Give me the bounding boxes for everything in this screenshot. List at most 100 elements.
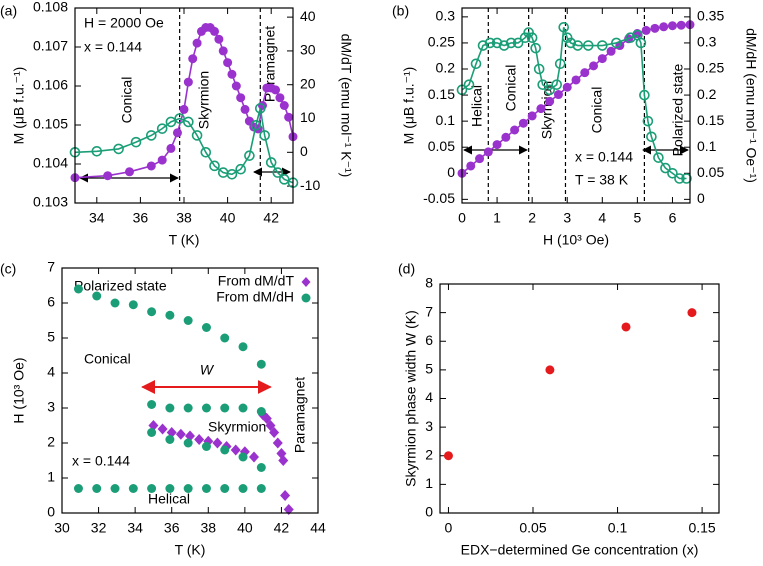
- y2-tick-label: 0.2: [697, 86, 717, 102]
- data-point: [226, 168, 238, 180]
- data-point: [130, 136, 142, 148]
- data-point: [674, 173, 685, 184]
- x-tick-label: 38: [176, 210, 192, 226]
- data-point: [183, 403, 193, 413]
- data-point: [73, 284, 83, 294]
- data-point: [491, 37, 503, 49]
- annotation: Polarized state: [670, 63, 686, 156]
- y-tick-label: 0.108: [33, 0, 68, 15]
- data-point: [621, 322, 631, 332]
- annotation: Polarized state: [74, 278, 167, 294]
- series-line: [74, 108, 294, 184]
- data-point: [183, 316, 193, 325]
- y-tick-label: 0.106: [33, 77, 68, 93]
- y2-axis-label: dM/dT (emu mol⁻¹ K⁻¹): [338, 34, 354, 178]
- y-tick-label: 0.05: [428, 138, 455, 154]
- data-point: [172, 128, 182, 138]
- data-point: [272, 167, 284, 178]
- y-tick-label: 0.15: [428, 86, 455, 102]
- annotation: x = 0.144: [72, 453, 130, 469]
- data-point: [498, 40, 510, 51]
- data-point: [238, 342, 248, 352]
- data-point: [147, 400, 157, 409]
- y-axis-label: M (μB f.u.⁻¹): [11, 67, 27, 145]
- data-point: [238, 484, 248, 493]
- annotation: Helical: [469, 85, 485, 127]
- data-point: [279, 101, 289, 110]
- data-point: [536, 104, 546, 114]
- annotation: Conical: [503, 65, 519, 112]
- x-axis-label: T (K): [169, 232, 200, 248]
- data-point: [92, 484, 102, 493]
- x-tick-label: 36: [164, 520, 180, 536]
- data-point: [650, 23, 660, 33]
- data-point: [257, 101, 267, 110]
- y-tick-label: 0.103: [33, 194, 68, 210]
- data-point: [545, 365, 555, 375]
- data-point: [103, 171, 113, 181]
- data-point: [265, 157, 277, 168]
- data-point: [201, 442, 211, 451]
- data-point: [238, 403, 248, 413]
- data-point: [554, 58, 566, 70]
- annotation: T = 38 K: [575, 172, 629, 188]
- data-point: [147, 484, 157, 493]
- x-tick-label: 1: [493, 210, 501, 226]
- data-point: [244, 150, 255, 161]
- data-point: [484, 37, 496, 49]
- data-point: [240, 104, 250, 114]
- data-point: [256, 407, 266, 416]
- data-point: [250, 119, 262, 131]
- data-point: [165, 484, 175, 493]
- annotation: x = 0.144: [575, 149, 633, 165]
- data-point: [165, 403, 175, 413]
- data-point: [562, 82, 572, 92]
- data-point: [537, 79, 548, 90]
- data-point: [209, 160, 220, 172]
- data-point: [544, 84, 555, 96]
- y-tick-label: 8: [425, 275, 433, 291]
- data-point: [284, 112, 294, 122]
- data-point: [269, 427, 280, 438]
- data-point: [597, 54, 607, 64]
- data-point: [519, 32, 531, 44]
- x-tick-label: 44: [310, 520, 326, 536]
- data-point: [572, 40, 584, 51]
- annotation: x = 0.144: [84, 39, 142, 55]
- plot-frame: [74, 7, 294, 204]
- y-tick-label: 6: [47, 294, 55, 310]
- y-tick-label: 0.25: [428, 34, 455, 50]
- annotation: Paramagnet: [292, 377, 308, 453]
- data-point: [676, 20, 686, 30]
- plot-frame: [61, 267, 319, 514]
- data-point: [92, 291, 102, 301]
- data-point: [659, 22, 669, 32]
- data-point: [611, 37, 622, 49]
- plot-frame: [461, 7, 691, 204]
- data-point: [271, 85, 281, 95]
- panel-label: (d): [398, 261, 415, 277]
- x-axis-label: H (10³ Oe): [543, 232, 609, 248]
- data-point: [256, 359, 266, 369]
- y2-tick-label: 0.05: [697, 164, 724, 180]
- y-tick-label: 7: [425, 303, 433, 319]
- data-point: [223, 58, 233, 68]
- annotation: Skyrmion: [208, 419, 266, 435]
- data-point: [212, 437, 223, 449]
- data-point: [558, 21, 570, 33]
- data-point: [527, 111, 537, 121]
- data-point: [505, 37, 517, 49]
- data-point: [236, 93, 246, 103]
- data-point: [582, 40, 594, 51]
- y-tick-label: 0: [425, 504, 433, 520]
- data-point: [235, 163, 246, 175]
- data-point: [200, 147, 212, 158]
- data-point: [265, 420, 276, 431]
- data-point: [561, 32, 573, 44]
- y2-tick-label: 40: [300, 8, 316, 24]
- y-tick-label: 0.3: [436, 8, 456, 24]
- x-tick-label: 42: [274, 520, 290, 536]
- y-tick-label: 1: [425, 475, 433, 491]
- y-tick-label: 2: [47, 434, 55, 450]
- y2-tick-label: -10: [300, 177, 320, 193]
